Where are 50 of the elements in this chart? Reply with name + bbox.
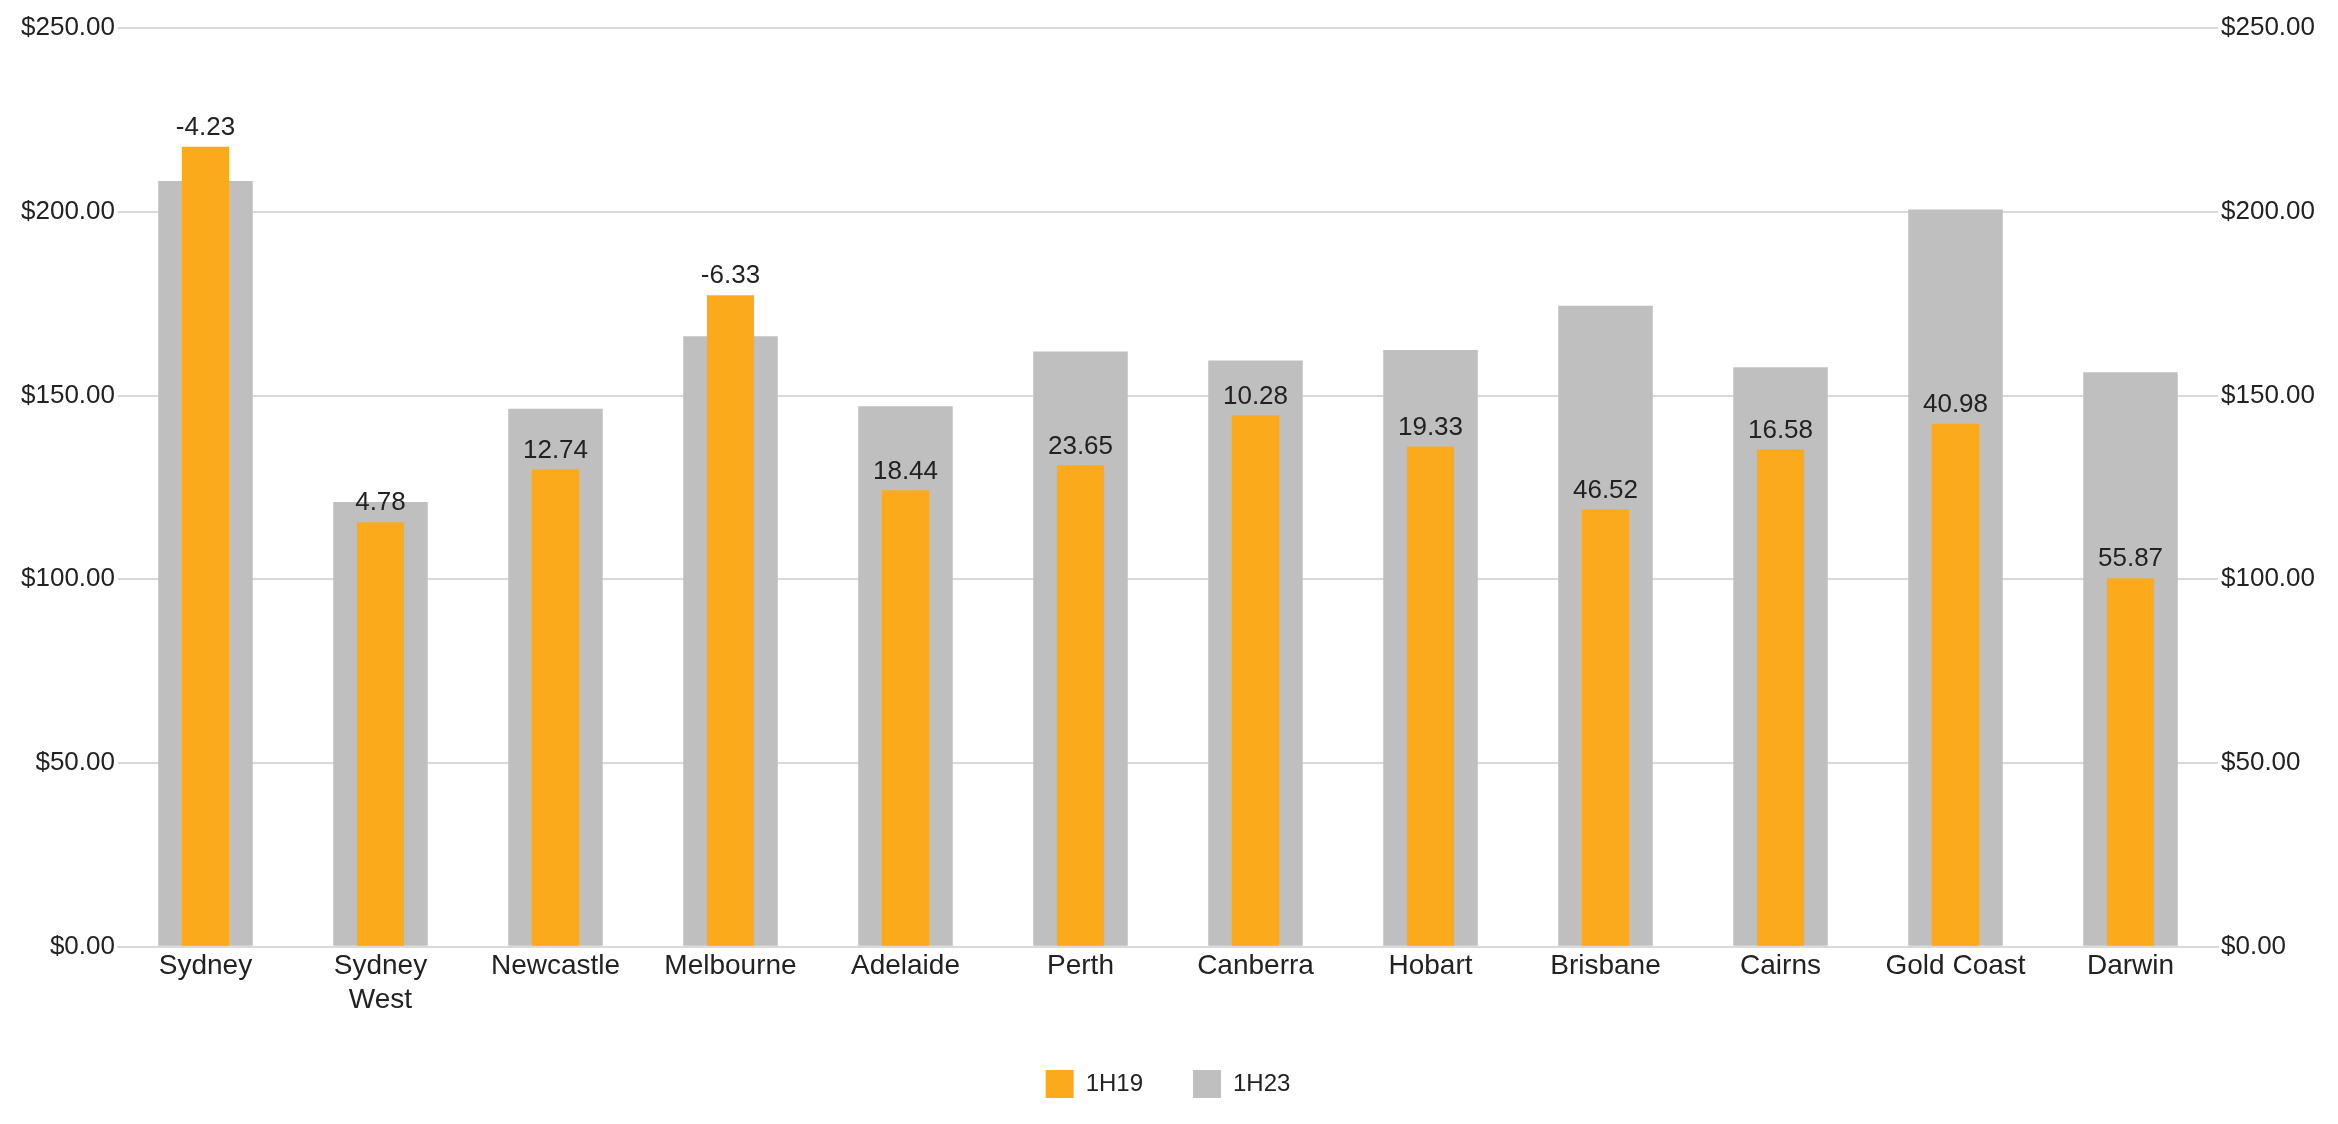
annotation: 18.44 <box>872 454 939 485</box>
x-tick-label: Gold Coast <box>1885 949 2026 981</box>
bar <box>2106 578 2155 946</box>
y2-tick-label: $50.00 <box>2221 746 2301 777</box>
annotation: 4.78 <box>355 486 406 517</box>
x-tick-label: Canberra <box>1197 949 1315 981</box>
x-tick-label: Brisbane <box>1550 949 1661 981</box>
annotation: -4.23 <box>175 110 236 141</box>
bar <box>706 295 755 946</box>
annotation: 10.28 <box>1222 379 1289 410</box>
bar <box>181 146 230 946</box>
y-tick-label: $150.00 <box>21 378 115 409</box>
x-tick-label: Sydney <box>158 949 253 981</box>
annotation: 16.58 <box>1747 413 1814 444</box>
annotation: 12.74 <box>522 433 589 464</box>
annotation: 46.52 <box>1572 473 1639 504</box>
bar <box>1581 509 1630 946</box>
x-tick-label: Hobart <box>1388 949 1473 981</box>
y-tick-label: $0.00 <box>49 929 115 960</box>
bar <box>531 469 580 946</box>
legend-label: 1H23 <box>1233 1068 1291 1096</box>
bar <box>1231 415 1280 946</box>
bar <box>1756 449 1805 946</box>
x-tick-label: Newcastle <box>490 949 621 981</box>
annotation: -6.33 <box>700 259 761 290</box>
y2-tick-label: $150.00 <box>2221 378 2315 409</box>
y2-tick-label: $250.00 <box>2221 11 2315 42</box>
x-tick-label: Cairns <box>1740 949 1821 981</box>
annotation: 19.33 <box>1397 410 1464 441</box>
y2-tick-label: $100.00 <box>2221 562 2315 593</box>
y-tick-label: $50.00 <box>35 746 115 777</box>
legend-label: 1H19 <box>1085 1068 1143 1096</box>
y2-tick-label: $0.00 <box>2221 929 2287 960</box>
y-tick-label: $200.00 <box>21 194 115 225</box>
y2-tick-label: $200.00 <box>2221 194 2315 225</box>
x-tick-label: Sydney West <box>333 949 428 1014</box>
x-tick-label: Perth <box>1047 949 1114 981</box>
annotation: 55.87 <box>2097 542 2164 573</box>
y-tick-label: $100.00 <box>21 562 115 593</box>
bar <box>1931 423 1980 946</box>
bar <box>1056 465 1105 946</box>
bar <box>356 522 405 946</box>
y-tick-label: $250.00 <box>21 11 115 42</box>
x-tick-label: Darwin <box>2086 949 2175 981</box>
x-tick-label: Adelaide <box>851 949 960 981</box>
bar <box>881 490 930 946</box>
annotation: 40.98 <box>1922 387 1989 418</box>
bar <box>1406 446 1455 946</box>
annotation: 23.65 <box>1047 429 1114 460</box>
x-tick-label: Melbourne <box>664 949 797 981</box>
